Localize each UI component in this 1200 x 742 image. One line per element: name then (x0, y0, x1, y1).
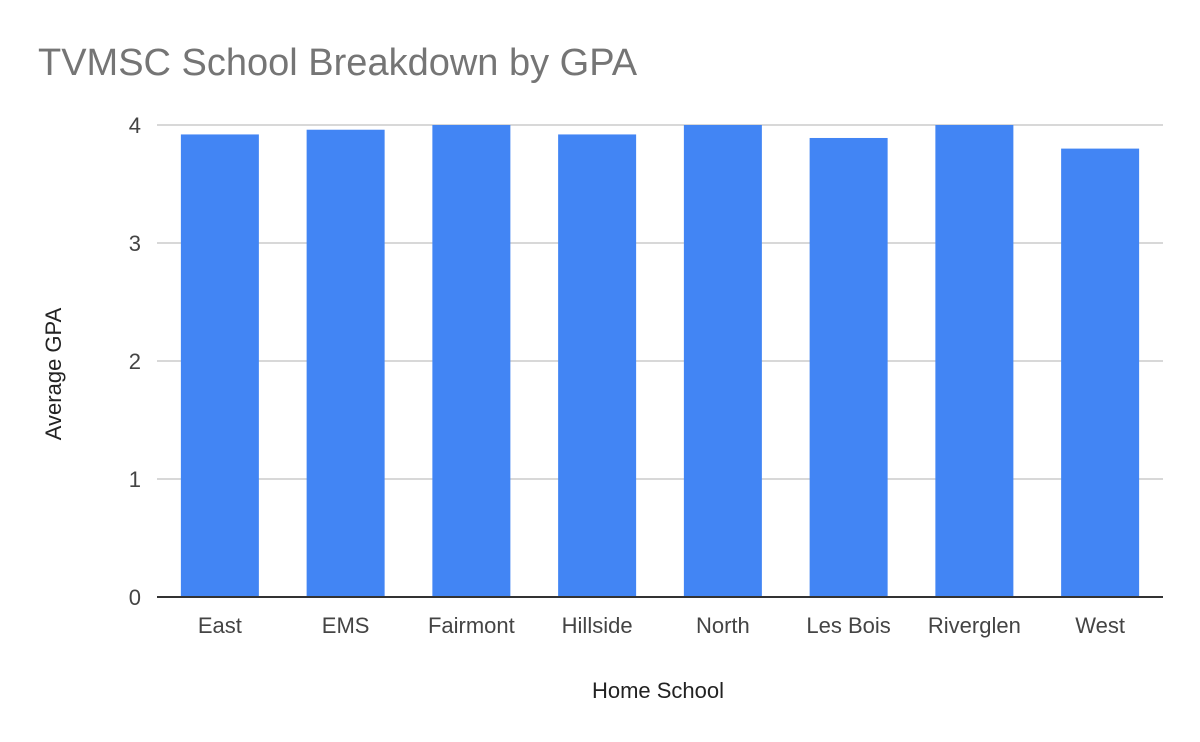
x-tick-label: East (198, 613, 242, 638)
x-tick-label: EMS (322, 613, 370, 638)
chart-title: TVMSC School Breakdown by GPA (38, 42, 638, 84)
y-tick-label: 0 (129, 585, 141, 610)
y-tick-label: 3 (129, 231, 141, 256)
bar-west (1061, 148, 1140, 597)
x-tick-label: North (696, 613, 750, 638)
bars (180, 125, 1140, 598)
y-axis-ticks: 0 1 2 3 4 (129, 113, 141, 610)
bar-les-bois (809, 137, 888, 598)
bar-north (683, 125, 762, 597)
x-tick-label: Les Bois (806, 613, 890, 638)
y-axis-label: Average GPA (41, 307, 66, 440)
x-tick-label: Fairmont (428, 613, 515, 638)
bar-fairmont (432, 125, 511, 597)
x-tick-label: West (1075, 613, 1125, 638)
x-axis-ticks: East EMS Fairmont Hillside North Les Bois Rive… (198, 613, 1125, 638)
bar-ems (306, 129, 385, 597)
bar-riverglen (935, 125, 1014, 597)
x-tick-label: Hillside (562, 613, 633, 638)
y-tick-label: 1 (129, 467, 141, 492)
y-tick-label: 2 (129, 349, 141, 374)
bar-hillside (558, 134, 637, 597)
bar-east (180, 134, 259, 597)
x-axis-label: Home School (592, 678, 724, 703)
y-tick-label: 4 (129, 113, 141, 138)
x-tick-label: Riverglen (928, 613, 1021, 638)
